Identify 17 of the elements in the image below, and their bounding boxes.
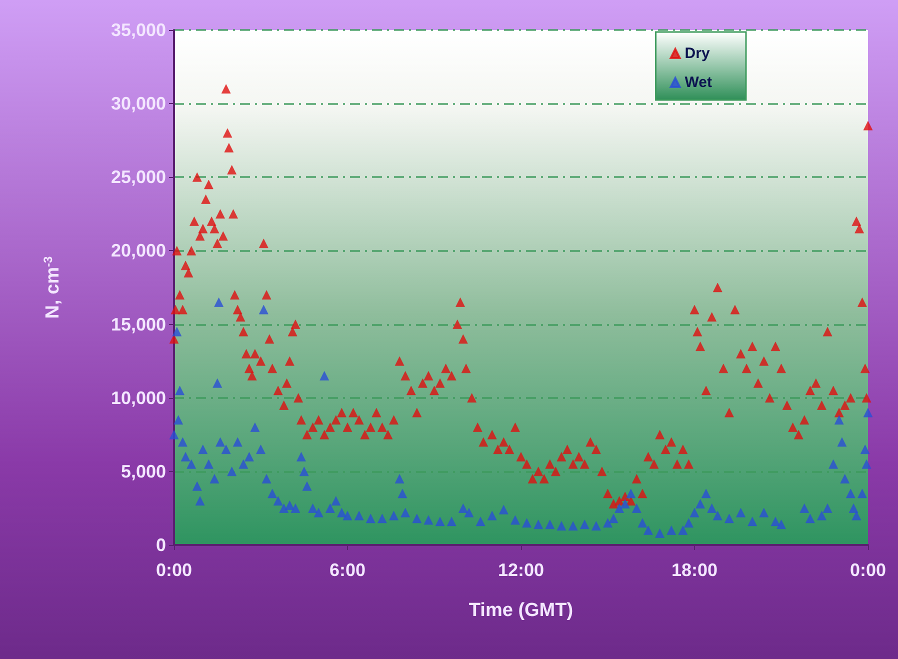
x-tick-label: 18:00: [671, 560, 718, 580]
x-tick-label: 0:00: [156, 560, 192, 580]
x-tick-label: 6:00: [329, 560, 366, 580]
y-tick-label: 25,000: [110, 167, 166, 188]
y-tick-label: 15,000: [110, 314, 166, 334]
y-tick-label: 30,000: [110, 94, 166, 114]
y-tick-label: 20,000: [110, 240, 166, 261]
y-axis-title: N, cm-3: [41, 256, 64, 319]
x-tick-label: 12:00: [498, 560, 544, 580]
legend-label: Dry: [684, 45, 710, 62]
x-axis-title: Time (GMT): [468, 600, 574, 621]
y-tick-label: 5,000: [120, 461, 166, 482]
y-tick-label: 10,000: [110, 388, 166, 408]
y-tick-label: 35,000: [110, 20, 166, 40]
legend-label: Wet: [684, 74, 712, 91]
x-tick-label: 0:00: [850, 560, 886, 580]
y-tick-label: 0: [156, 535, 166, 555]
